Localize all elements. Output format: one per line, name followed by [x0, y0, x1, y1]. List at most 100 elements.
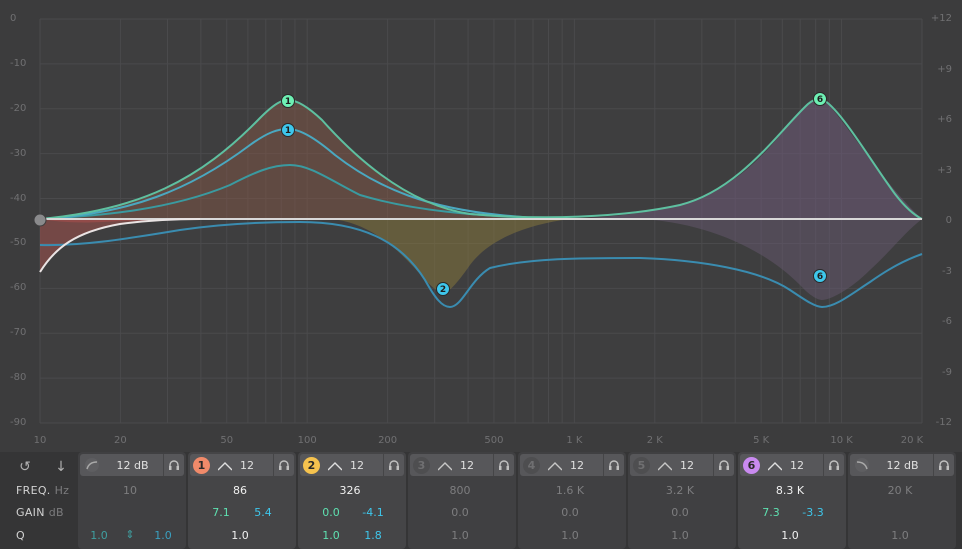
band-4-badge[interactable]: 4	[523, 456, 540, 474]
db-tick-label: -40	[10, 192, 27, 204]
band-1-node[interactable]: 1	[281, 123, 295, 137]
band-1-gain-b[interactable]: 5.4	[254, 506, 272, 519]
band-2-q-a[interactable]: 1.0	[322, 529, 340, 542]
freq-tick-label: 200	[378, 435, 398, 446]
band-4-slope[interactable]: 12	[570, 458, 584, 472]
band-3-column: 3 12 800 0.0 1.0	[408, 452, 516, 549]
bell-filter-icon[interactable]	[214, 456, 236, 475]
band-1-slope[interactable]: 12	[240, 458, 254, 472]
band-1-header: 1 12	[190, 454, 294, 476]
freq-tick-label: 1 K	[566, 435, 583, 446]
freq-tick-label: 10 K	[830, 435, 853, 446]
db-tick-label: -90	[10, 417, 27, 428]
band-3-slope[interactable]: 12	[460, 458, 474, 472]
gain-tick-label: +6	[937, 114, 952, 125]
band-2-freq[interactable]: 326	[339, 484, 361, 497]
band-6-freq[interactable]: 8.3 K	[775, 484, 805, 497]
band-6-gain-a[interactable]: 7.3	[762, 506, 780, 519]
band-2-header: 2 12	[300, 454, 404, 476]
high-cut-headphones-icon[interactable]	[934, 456, 954, 475]
band-1-node[interactable]: 1	[281, 94, 295, 108]
band-6-headphones-icon[interactable]	[824, 456, 844, 475]
freq-tick-label: 5 K	[753, 435, 770, 446]
band-6-node[interactable]: 6	[813, 269, 827, 283]
band-6-node[interactable]: 6	[813, 92, 827, 106]
low-cut-q-a[interactable]: 1.0	[90, 529, 108, 542]
high-cut-freq[interactable]: 20 K	[887, 484, 913, 497]
band-1-headphones-icon[interactable]	[274, 456, 294, 475]
arrow-down-icon[interactable]: ↓	[55, 459, 67, 475]
band-4-freq[interactable]: 1.6 K	[555, 484, 585, 497]
bell-filter-icon[interactable]	[544, 456, 566, 475]
db-tick-label: -50	[10, 237, 27, 249]
band-4-gain[interactable]: 0.0	[561, 506, 579, 519]
band1-fill	[40, 100, 560, 219]
high-cut-filter-icon[interactable]	[852, 456, 872, 474]
band-5-headphones-icon[interactable]	[714, 456, 734, 475]
band-2-gain-a[interactable]: 0.0	[322, 506, 340, 519]
band-3-headphones-icon[interactable]	[494, 456, 514, 475]
eq-graph[interactable]: 0 -10 -20 -30 -40 -50 -60 -70 -80 -90 +12 +9 +6 +3 0 -…	[0, 0, 962, 452]
reset-icon[interactable]: ↺	[19, 459, 31, 475]
band-5-q[interactable]: 1.0	[671, 529, 689, 542]
bell-filter-icon[interactable]	[764, 456, 786, 475]
band-6-q[interactable]: 1.0	[781, 529, 799, 542]
band-5-badge[interactable]: 5	[633, 456, 650, 474]
band-4-q[interactable]: 1.0	[561, 529, 579, 542]
eq-curve-canvas[interactable]	[0, 0, 962, 452]
band-1-freq[interactable]: 86	[233, 484, 247, 497]
band-4-headphones-icon[interactable]	[604, 456, 624, 475]
band-2-badge[interactable]: 2	[303, 456, 320, 474]
band-2-headphones-icon[interactable]	[384, 456, 404, 475]
db-tick-label: -30	[10, 147, 27, 159]
band-5-gain[interactable]: 0.0	[671, 506, 689, 519]
low-cut-headphones-icon[interactable]	[164, 456, 184, 475]
high-cut-header: 12 dB	[850, 454, 954, 476]
lowcut-fill-lower	[40, 219, 200, 272]
low-cut-freq[interactable]: 10	[123, 484, 137, 497]
band-6-column: 6 12 8.3 K 7.3 -3.3 1.0	[738, 452, 846, 549]
high-cut-slope[interactable]: 12 dB	[886, 458, 919, 472]
gain-tick-label: -3	[942, 265, 952, 277]
band2-fill	[330, 219, 570, 293]
freq-tick-label: 500	[484, 435, 504, 446]
db-tick-label: -20	[10, 102, 27, 114]
bell-filter-icon[interactable]	[654, 456, 676, 475]
band-2-node[interactable]: 2	[436, 282, 450, 296]
band-5-slope[interactable]: 12	[680, 458, 694, 472]
band-5-freq[interactable]: 3.2 K	[665, 484, 695, 497]
low-cut-q-b[interactable]: 1.0	[154, 529, 172, 542]
gain-tick-label: 0	[945, 215, 952, 226]
q-link-icon[interactable]: ⇕	[125, 528, 135, 541]
band-3-header: 3 12	[410, 454, 514, 476]
band-2-gain-b[interactable]: -4.1	[362, 506, 384, 519]
band-2-slope[interactable]: 12	[350, 458, 364, 472]
bell-filter-icon[interactable]	[324, 456, 346, 475]
band-4-header: 4 12	[520, 454, 624, 476]
band-1-badge[interactable]: 1	[193, 456, 210, 474]
low-cut-slope[interactable]: 12 dB	[116, 458, 149, 472]
low-cut-filter-icon[interactable]	[82, 456, 102, 474]
band-6-badge[interactable]: 6	[743, 456, 760, 474]
band-3-q[interactable]: 1.0	[451, 529, 469, 542]
high-cut-column: 12 dB 20 K 1.0	[848, 452, 956, 549]
band6-fill	[560, 98, 922, 219]
band-2-q-b[interactable]: 1.8	[364, 529, 382, 542]
band6-fill-lower	[640, 219, 922, 300]
band-3-badge[interactable]: 3	[413, 456, 430, 474]
freq-tick-label: 2 K	[646, 435, 663, 446]
gain-tick-label: +3	[937, 164, 952, 176]
band-6-gain-b[interactable]: -3.3	[802, 506, 824, 519]
band-3-freq[interactable]: 800	[449, 484, 471, 497]
band-1-q[interactable]: 1.0	[231, 529, 249, 542]
band-1-gain-a[interactable]: 7.1	[212, 506, 230, 519]
band-3-gain[interactable]: 0.0	[451, 506, 469, 519]
freq-tick-label: 10	[33, 435, 47, 446]
db-tick-label: 0	[10, 13, 17, 24]
db-tick-label: -70	[10, 327, 27, 339]
band1-side-curve	[39, 127, 561, 220]
bell-filter-icon[interactable]	[434, 456, 456, 475]
band-6-slope[interactable]: 12	[790, 458, 804, 472]
mid-curve	[39, 97, 923, 220]
high-cut-q[interactable]: 1.0	[891, 529, 909, 542]
